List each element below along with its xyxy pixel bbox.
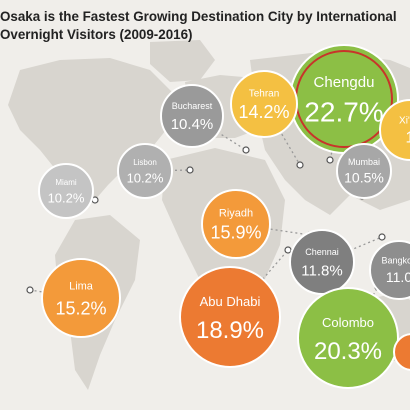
- value-label-lisbon: 10.2%: [127, 170, 164, 185]
- value-label-xi-an: 1: [406, 130, 410, 147]
- bubble-riyadh: Riyadh 15.9%: [201, 189, 271, 259]
- title-line-2: Overnight Visitors (2009-2016): [0, 27, 193, 42]
- greenland-shape: [150, 40, 215, 82]
- bubble-circle-city-13: [393, 333, 410, 371]
- city-marker-lima: [26, 286, 34, 294]
- value-label-colombo: 20.3%: [314, 338, 382, 365]
- bubble-circle-miami: [38, 163, 94, 219]
- city-label-chengdu: Chengdu: [314, 74, 375, 91]
- city-label-mumbai: Mumbai: [348, 157, 380, 167]
- city-label-lisbon: Lisbon: [133, 158, 157, 167]
- bubble-tehran: Tehran 14.2%: [230, 70, 298, 138]
- bubble-miami: Miami 10.2%: [38, 163, 94, 219]
- bubble-mumbai: Mumbai 10.5%: [336, 143, 392, 199]
- bubble-lima: Lima 15.2%: [41, 258, 121, 338]
- bubble-circle-bangkok: [369, 240, 410, 300]
- bubble-circle-colombo: [297, 287, 399, 389]
- title-line-1: Osaka is the Fastest Growing Destination…: [0, 9, 397, 24]
- bubble-city-13: [393, 333, 410, 371]
- bubble-bucharest: Bucharest 10.4%: [160, 84, 224, 148]
- value-label-bangkok: 11.0: [386, 269, 410, 285]
- city-marker-chennai: [378, 233, 386, 241]
- city-label-tehran: Tehran: [249, 89, 280, 100]
- north-america-shape: [8, 58, 175, 200]
- city-label-bangkok: Bangkok: [381, 256, 410, 266]
- city-marker-tehran: [296, 161, 304, 169]
- value-label-chengdu: 22.7%: [304, 97, 383, 128]
- city-label-chennai: Chennai: [305, 247, 339, 257]
- bubble-abu-dhabi: Abu Dhabi 18.9%: [179, 266, 281, 368]
- city-marker-lisbon: [186, 166, 194, 174]
- bubble-bangkok: Bangkok 11.0: [369, 240, 410, 300]
- city-marker-chengdu: [326, 156, 334, 164]
- value-label-riyadh: 15.9%: [210, 222, 261, 242]
- value-label-tehran: 14.2%: [238, 102, 289, 122]
- city-label-colombo: Colombo: [322, 315, 374, 330]
- value-label-chennai: 11.8%: [301, 262, 342, 279]
- bubble-circle-lima: [41, 258, 121, 338]
- bubble-circle-xi-an: [379, 99, 410, 161]
- value-label-miami: 10.2%: [48, 190, 85, 205]
- bubble-lisbon: Lisbon 10.2%: [117, 143, 173, 199]
- value-label-abu-dhabi: 18.9%: [196, 317, 264, 344]
- city-label-bucharest: Bucharest: [172, 101, 213, 111]
- bubble-circle-chennai: [289, 229, 355, 295]
- city-bubbles: Chengdu 22.7% Tehran 14.2% Bucharest 10.4% Lis…: [38, 44, 410, 389]
- chart-title: Osaka is the Fastest Growing Destination…: [0, 8, 400, 44]
- value-label-mumbai: 10.5%: [344, 169, 384, 185]
- bubble-circle-mumbai: [336, 143, 392, 199]
- bubble-circle-bucharest: [160, 84, 224, 148]
- city-label-riyadh: Riyadh: [219, 208, 253, 220]
- city-marker-abu-dhabi: [284, 246, 292, 254]
- city-label-miami: Miami: [55, 178, 77, 187]
- bubble-circle-tehran: [230, 70, 298, 138]
- bubble-colombo: Colombo 20.3%: [297, 287, 399, 389]
- bubble-xi-an: Xi'an 1: [379, 99, 410, 161]
- city-label-lima: Lima: [69, 280, 94, 292]
- bubble-chennai: Chennai 11.8%: [289, 229, 355, 295]
- city-marker-bucharest: [242, 146, 250, 154]
- bubble-circle-abu-dhabi: [179, 266, 281, 368]
- city-label-abu-dhabi: Abu Dhabi: [200, 294, 261, 309]
- city-label-xi-an: Xi'an: [399, 115, 410, 126]
- bubble-circle-riyadh: [201, 189, 271, 259]
- value-label-bucharest: 10.4%: [171, 116, 214, 133]
- value-label-lima: 15.2%: [55, 298, 106, 318]
- bubble-circle-lisbon: [117, 143, 173, 199]
